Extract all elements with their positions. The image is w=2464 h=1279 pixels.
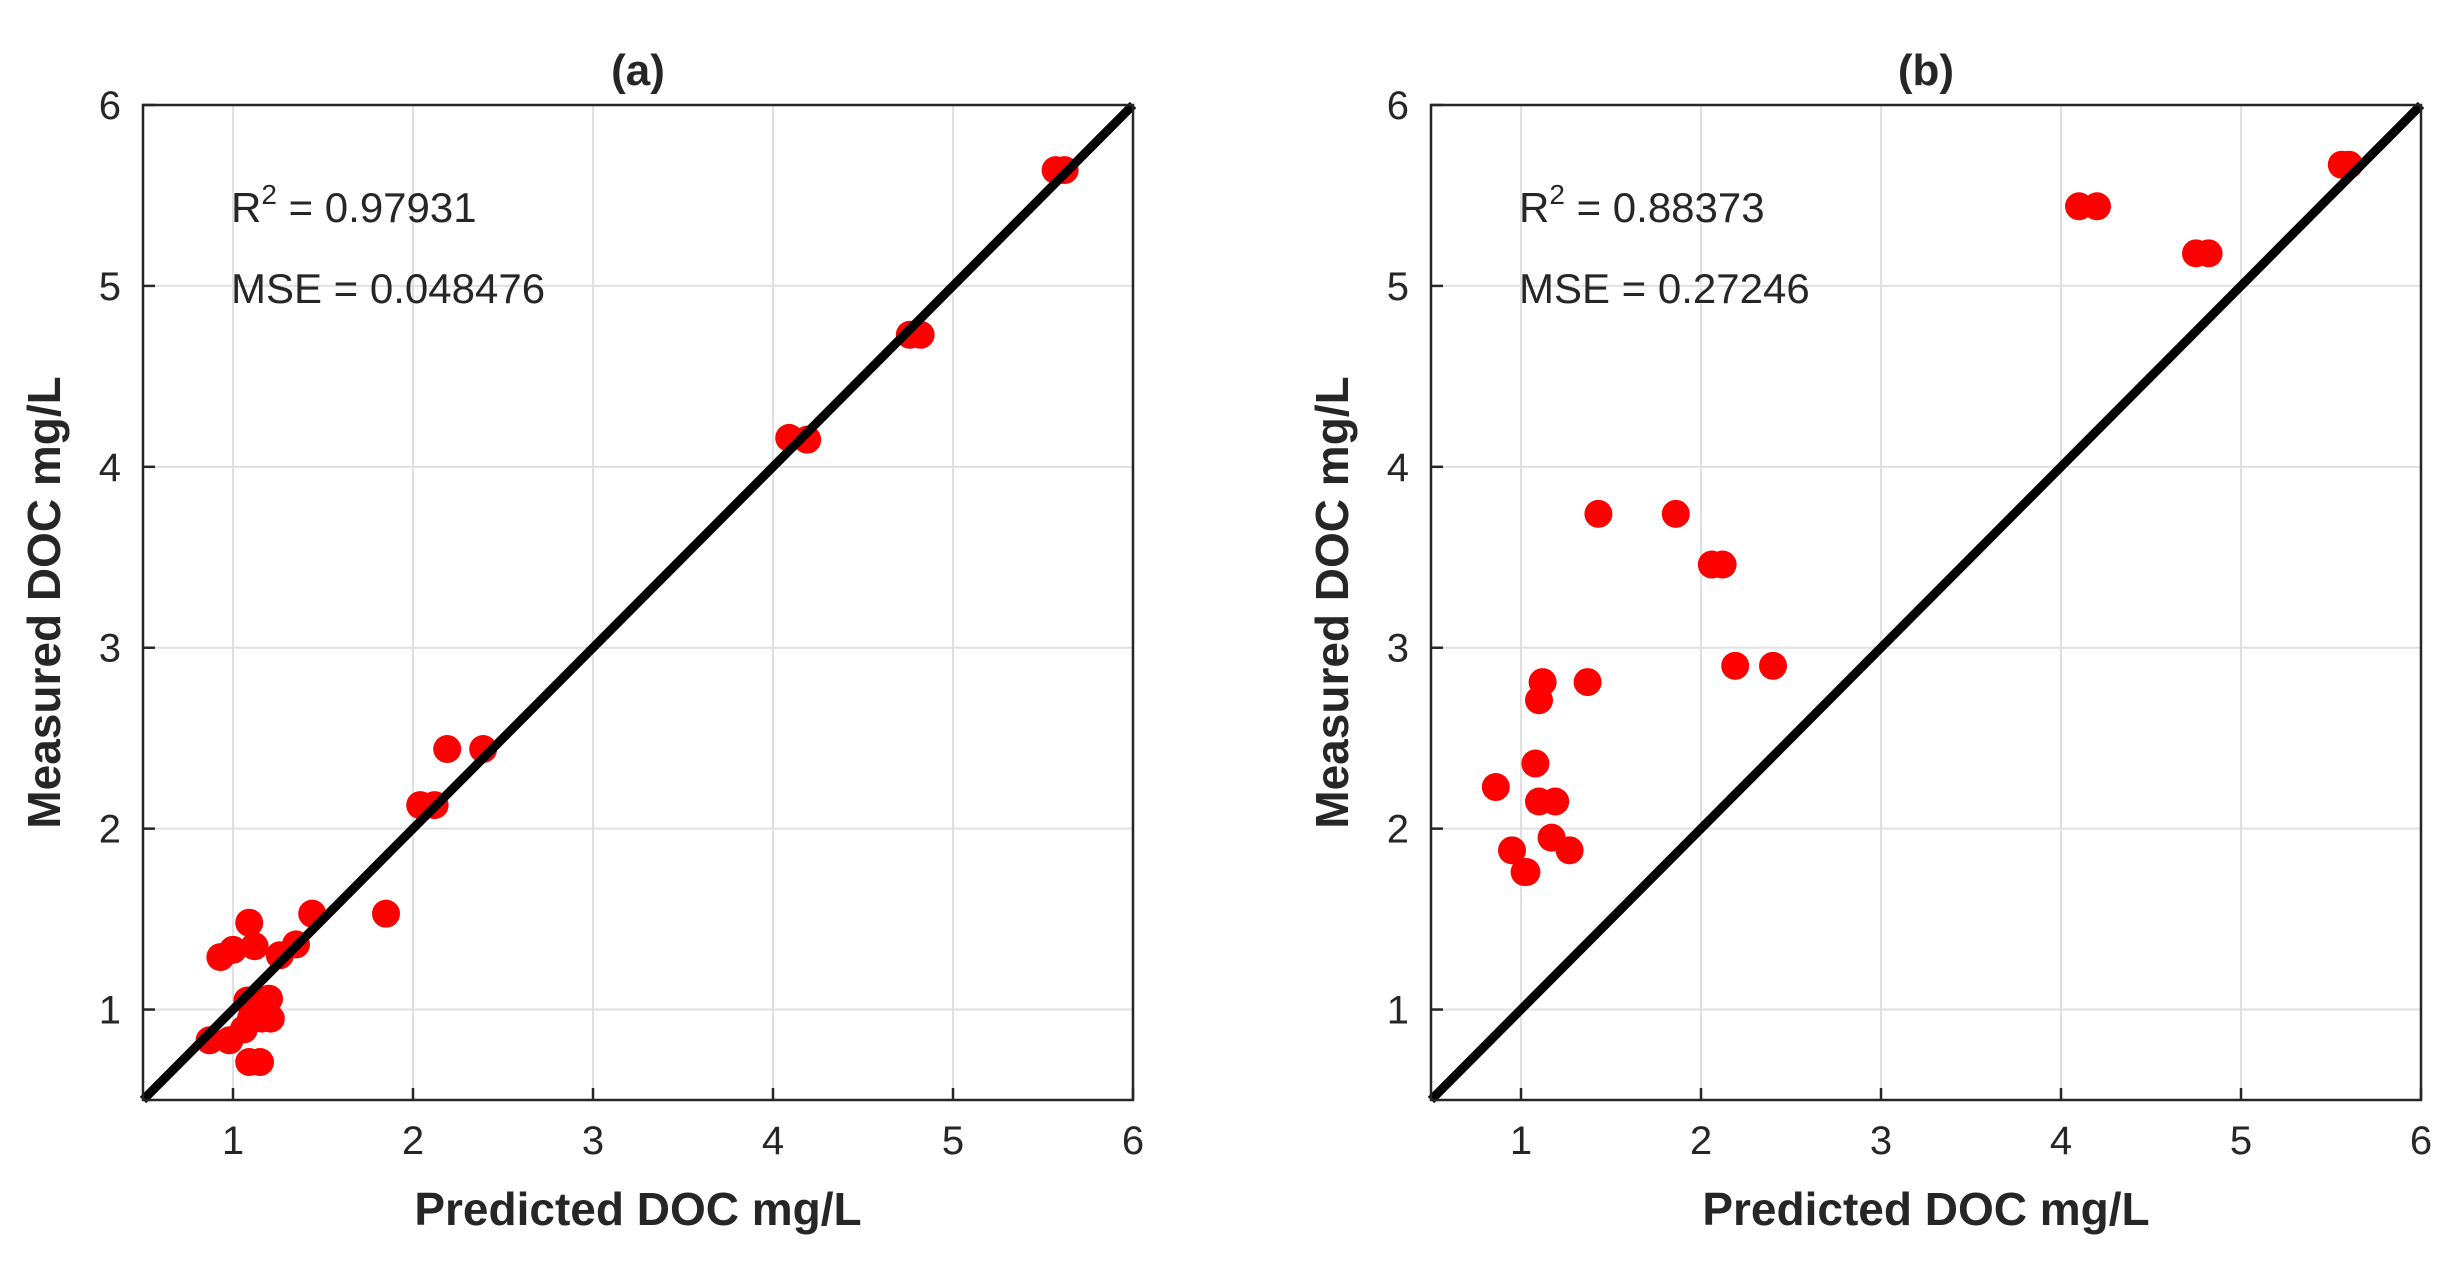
x-tick-label: 6 [2410,1119,2432,1163]
data-point [2083,192,2111,221]
y-tick-label: 2 [1387,808,1409,852]
y-tick-label: 3 [1387,627,1409,671]
y-tick-label: 4 [99,446,121,490]
data-point [1759,651,1787,680]
data-point [433,735,462,764]
r-squared-symbol: R [1519,184,1549,231]
data-point [1555,836,1584,865]
y-tick-label: 1 [99,989,121,1033]
y-tick-label: 6 [1387,84,1409,128]
y-tick-label: 1 [1387,989,1409,1033]
y-tick-label: 5 [1387,265,1409,309]
x-axis-label: Predicted DOC mg/L [414,1183,861,1235]
mse-annotation: MSE = 0.27246 [1519,265,1810,312]
x-tick-label: 5 [942,1119,964,1163]
reference-line [1427,101,2425,1104]
y-axis-label: Measured DOC mg/L [18,376,70,828]
r-squared-exponent: 2 [261,179,277,210]
data-point [793,425,822,454]
panel-title: (a) [611,46,665,95]
x-tick-label: 1 [222,1119,244,1163]
data-point [1661,499,1690,528]
r-squared-symbol: R [231,184,261,231]
panel-b: 1 2 3 4 5 6 1 2 3 4 5 6 (b) Predicted DOC mg/L Measure… [1306,46,2432,1235]
data-point [1584,499,1613,528]
y-axis-label: Measured DOC mg/L [1306,376,1358,828]
data-point [1512,858,1541,887]
data-point [1481,773,1510,802]
x-axis-label: Predicted DOC mg/L [1702,1183,2149,1235]
axes-frame [141,103,1135,1102]
r-squared-value: = 0.97931 [277,184,477,231]
axes-frame [1429,103,2423,1102]
data-point [195,1026,224,1055]
x-tick-label: 3 [1870,1119,1892,1163]
data-point [1498,836,1526,865]
data-point [1541,787,1570,816]
x-tick-label: 2 [402,1119,424,1163]
y-tick-label: 5 [99,265,121,309]
data-point [265,941,294,970]
data-point [1708,550,1737,579]
x-tick-label: 2 [1690,1119,1712,1163]
x-tick-label: 5 [2230,1119,2252,1163]
x-tick-label: 6 [1122,1119,1144,1163]
data-point [1521,749,1550,778]
r-squared-exponent: 2 [1549,179,1565,210]
r-squared-annotation: R2 = 0.88373 [1519,179,1765,231]
data-point [1525,686,1553,715]
x-tick-label: 1 [1510,1119,1532,1163]
y-tick-label: 3 [99,627,121,671]
reference-line [139,101,1137,1104]
r-squared-annotation: R2 = 0.97931 [231,179,477,231]
data-point [246,1048,274,1077]
mse-annotation: MSE = 0.048476 [231,265,545,312]
y-tick-label: 2 [99,808,121,852]
data-point [206,943,235,972]
data-point [2194,239,2223,268]
data-point [1573,668,1602,697]
data-point [235,908,264,937]
panel-title: (b) [1898,46,1954,95]
data-point [215,1026,244,1055]
data-point [372,899,400,928]
x-tick-label: 4 [2050,1119,2072,1163]
x-tick-label: 3 [582,1119,604,1163]
data-point [256,1004,285,1033]
data-point [240,932,269,961]
y-tick-label: 4 [1387,446,1409,490]
panel-a: 1 2 3 4 5 6 1 2 3 4 5 6 (a) Predicted DOC mg/L Measure… [18,46,1144,1235]
y-tick-label: 6 [99,84,121,128]
data-point [1721,651,1750,680]
r-squared-value: = 0.88373 [1565,184,1765,231]
x-tick-label: 4 [762,1119,784,1163]
